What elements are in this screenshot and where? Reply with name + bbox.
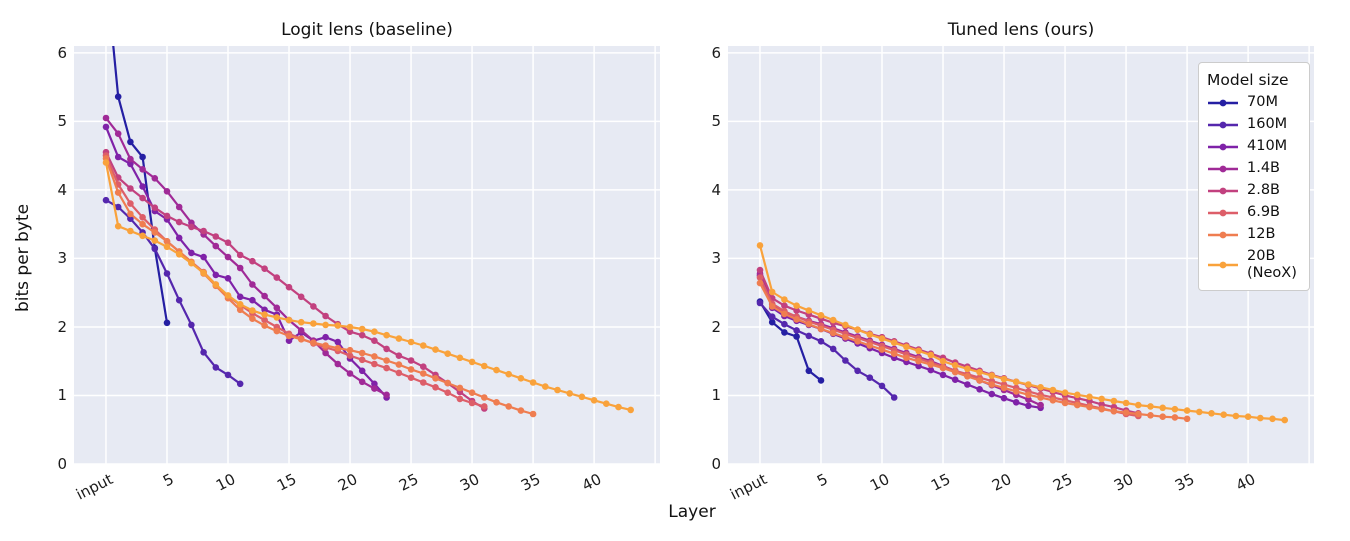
legend-rows: 70M 160M 410M 1.4B 2.8B 6.9B 12B 20B (NeoX) xyxy=(1207,94,1301,282)
x-tick-label: 5 xyxy=(814,470,832,491)
series-20b-neox xyxy=(102,159,634,414)
panel-0-chart xyxy=(74,46,660,464)
legend-entry-label: 6.9B xyxy=(1247,204,1281,220)
y-tick-label: 6 xyxy=(57,43,67,62)
x-tick-label: 30 xyxy=(457,470,483,495)
legend-entry-label: 160M xyxy=(1247,116,1288,132)
legend-line-sample xyxy=(1208,209,1238,216)
legend-entry-160m: 160M xyxy=(1207,116,1301,133)
legend-line-sample xyxy=(1208,187,1238,194)
series-2-8b xyxy=(102,148,488,412)
legend-entry-label: 20B (NeoX) xyxy=(1247,248,1297,281)
x-tick-label: 5 xyxy=(160,470,178,491)
y-tick-label: 0 xyxy=(57,455,67,473)
x-tick-label: input xyxy=(727,470,771,504)
legend-entry-12b: 12B xyxy=(1207,226,1301,243)
legend-entry-2-8b: 2.8B xyxy=(1207,182,1301,199)
legend-entry-label: 1.4B xyxy=(1247,160,1281,176)
left-panel-title: Logit lens (baseline) xyxy=(281,20,453,40)
legend-entry-20b: 20B (NeoX) xyxy=(1207,248,1301,282)
x-tick-label: 30 xyxy=(1111,470,1137,495)
series-12b xyxy=(102,155,537,418)
y-tick-label: 2 xyxy=(711,317,721,336)
y-tick-label: 4 xyxy=(711,180,721,199)
y-tick-label: 1 xyxy=(711,386,721,405)
y-tick-label: 5 xyxy=(711,112,721,131)
x-tick-label: 15 xyxy=(274,470,300,495)
y-tick-label: 4 xyxy=(57,180,67,199)
legend-entry-6-9b: 6.9B xyxy=(1207,204,1301,221)
x-tick-label: 40 xyxy=(1233,470,1259,495)
legend-entry-label: 2.8B xyxy=(1247,182,1281,198)
left-plot-area xyxy=(74,46,660,464)
x-tick-label: 10 xyxy=(866,470,893,495)
x-tick-label: 35 xyxy=(1172,470,1198,495)
legend-entry-70m: 70M xyxy=(1207,94,1301,111)
legend-entry-label: 12B xyxy=(1247,226,1276,242)
x-axis-label: Layer xyxy=(668,502,716,522)
legend-title: Model size xyxy=(1207,71,1289,89)
x-tick-label: 10 xyxy=(212,470,239,495)
gridlines xyxy=(74,46,660,464)
y-tick-label: 2 xyxy=(57,317,67,336)
legend-entry-410m: 410M xyxy=(1207,138,1301,155)
y-tick-label: 6 xyxy=(711,43,721,62)
legend-entry-label: 70M xyxy=(1247,94,1278,110)
x-tick-label: 20 xyxy=(335,470,361,495)
y-tick-label: 1 xyxy=(57,386,67,405)
legend: Model size 70M 160M 410M 1.4B 2.8B 6.9B 12B 20B… xyxy=(1198,62,1310,291)
y-tick-label: 3 xyxy=(711,249,721,268)
series-160m xyxy=(756,299,898,401)
series-410m xyxy=(102,123,390,401)
legend-entry-1-4b: 1.4B xyxy=(1207,160,1301,177)
right-panel-title: Tuned lens (ours) xyxy=(947,20,1095,40)
x-tick-label: 35 xyxy=(518,470,544,495)
y-tick-label: 5 xyxy=(57,112,67,131)
legend-line-sample xyxy=(1208,121,1238,128)
legend-line-sample xyxy=(1208,261,1238,269)
x-tick-label: 40 xyxy=(579,470,605,495)
x-tick-label: 20 xyxy=(989,470,1015,495)
legend-line-sample xyxy=(1208,143,1238,150)
y-tick-label: 0 xyxy=(711,455,721,473)
x-tick-label: input xyxy=(73,470,117,504)
legend-line-sample xyxy=(1208,165,1238,172)
series-12b xyxy=(756,279,1191,423)
x-tick-label: 25 xyxy=(1050,470,1076,495)
y-tick-label: 3 xyxy=(57,249,67,268)
x-tick-label: 15 xyxy=(928,470,954,495)
series-6-9b xyxy=(756,274,1142,420)
legend-line-sample xyxy=(1208,231,1238,238)
legend-entry-label: 410M xyxy=(1247,138,1288,154)
legend-line-sample xyxy=(1208,99,1238,106)
x-tick-label: 25 xyxy=(396,470,422,495)
series-70m xyxy=(112,46,171,327)
series-20b-neox xyxy=(756,242,1288,424)
series-2-8b xyxy=(756,266,1142,417)
